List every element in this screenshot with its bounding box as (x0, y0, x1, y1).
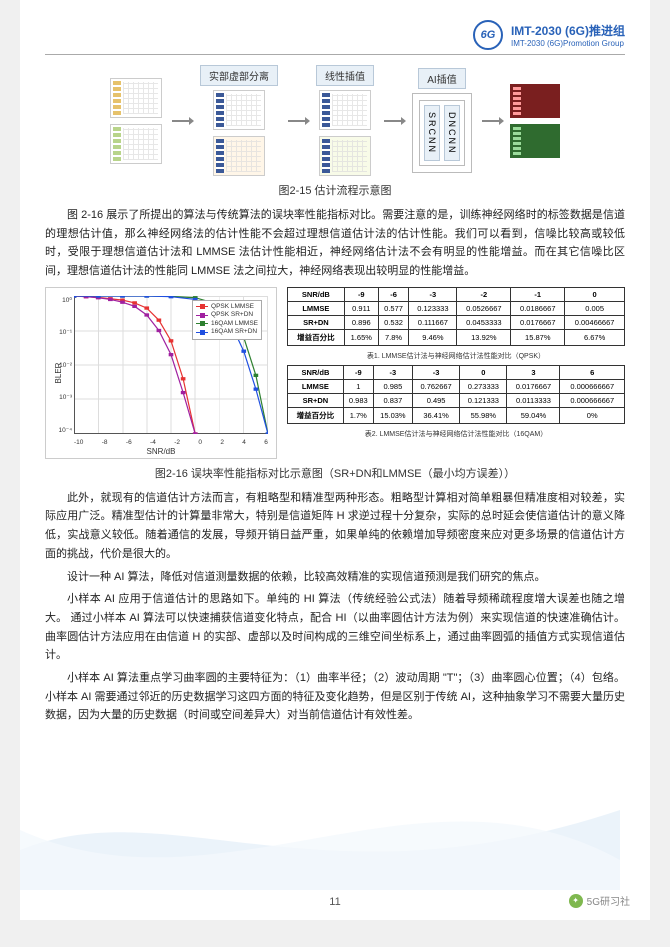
figure-2-16: 10⁰10⁻¹10⁻²10⁻³10⁻⁴ -10-8-6-4-20246 SNR/… (45, 287, 625, 459)
arrow-4 (482, 120, 500, 122)
background-wave (20, 770, 620, 890)
paragraph-4: 小样本 AI 应用于信道估计的思路如下。单纯的 HI 算法（传统经验公式法）随着… (45, 590, 625, 665)
table-qpsk: SNR/dB-9-6-3-2-10LMMSE0.9110.5770.123333… (287, 287, 625, 346)
chart-xlabel: SNR/dB (147, 447, 176, 456)
table-16qam: SNR/dB-9-3-3036LMMSE10.9850.7626670.2733… (287, 365, 625, 424)
input-real (110, 78, 162, 118)
srcnn-block: SRCNN (424, 105, 440, 162)
footer-brand: ✦ 5G研习社 (569, 893, 630, 908)
tables-column: SNR/dB-9-6-3-2-10LMMSE0.9110.5770.123333… (287, 287, 625, 439)
header-titles: IMT-2030 (6G)推进组 IMT-2030 (6G)Promotion … (511, 22, 625, 48)
logo-6g: 6G (473, 20, 503, 50)
paragraph-5: 小样本 AI 算法重点学习曲率圆的主要特征为：（1）曲率半径；（2）波动周期 "… (45, 669, 625, 725)
arrow-3 (384, 120, 402, 122)
footer-brand-text: 5G研习社 (587, 893, 630, 908)
header-title-cn: IMT-2030 (6G)推进组 (511, 22, 625, 39)
bler-chart: 10⁰10⁻¹10⁻²10⁻³10⁻⁴ -10-8-6-4-20246 SNR/… (45, 287, 277, 459)
caption-2-15: 图2-15 估计流程示意图 (45, 182, 625, 198)
label-ai: AI插值 (418, 68, 465, 89)
input-imag (110, 124, 162, 164)
table1-caption: 表1. LMMSE估计法与神经网络估计法性能对比（QPSK） (287, 351, 625, 361)
linear-real (319, 90, 371, 130)
flow-diagram: 实部虚部分离 线性插值 AI插值 SRCNN DNCNN (45, 65, 625, 176)
ai-inner: SRCNN DNCNN (419, 100, 465, 167)
ai-container: SRCNN DNCNN (412, 93, 472, 174)
table2-caption: 表2. LMMSE估计法与神经网络估计法性能对比（16QAM） (287, 429, 625, 439)
header-title-en: IMT-2030 (6G)Promotion Group (511, 39, 625, 48)
paragraph-2: 此外，就现有的信道估计方法而言，有粗略型和精准型两种形态。粗略型计算相对简单粗暴… (45, 489, 625, 564)
paragraph-3: 设计一种 AI 算法，降低对信道测量数据的依赖，比较高效精准的实现信道预测是我们… (45, 568, 625, 587)
label-split: 实部虚部分离 (200, 65, 278, 86)
header: 6G IMT-2030 (6G)推进组 IMT-2030 (6G)Promoti… (45, 20, 625, 55)
page: 6G IMT-2030 (6G)推进组 IMT-2030 (6G)Promoti… (20, 0, 650, 920)
paragraph-1: 图 2-16 展示了所提出的算法与传统算法的误块率性能指标对比。需要注意的是，训… (45, 206, 625, 281)
label-linear: 线性插值 (316, 65, 374, 86)
page-number: 11 (329, 896, 340, 908)
chart-legend: QPSK LMMSEQPSK SR+DN16QAM LMMSE16QAM SR+… (192, 300, 262, 340)
output-real (510, 84, 560, 118)
linear-imag (319, 136, 371, 176)
chart-ylabel: BLER (54, 362, 63, 383)
arrow-1 (172, 120, 190, 122)
split-real (213, 90, 265, 130)
wechat-icon: ✦ (569, 894, 583, 908)
dncnn-block: DNCNN (444, 105, 460, 162)
caption-2-16: 图2-16 误块率性能指标对比示意图（SR+DN和LMMSE（最小均方误差）） (45, 465, 625, 481)
output-imag (510, 124, 560, 158)
split-imag (213, 136, 265, 176)
arrow-2 (288, 120, 306, 122)
